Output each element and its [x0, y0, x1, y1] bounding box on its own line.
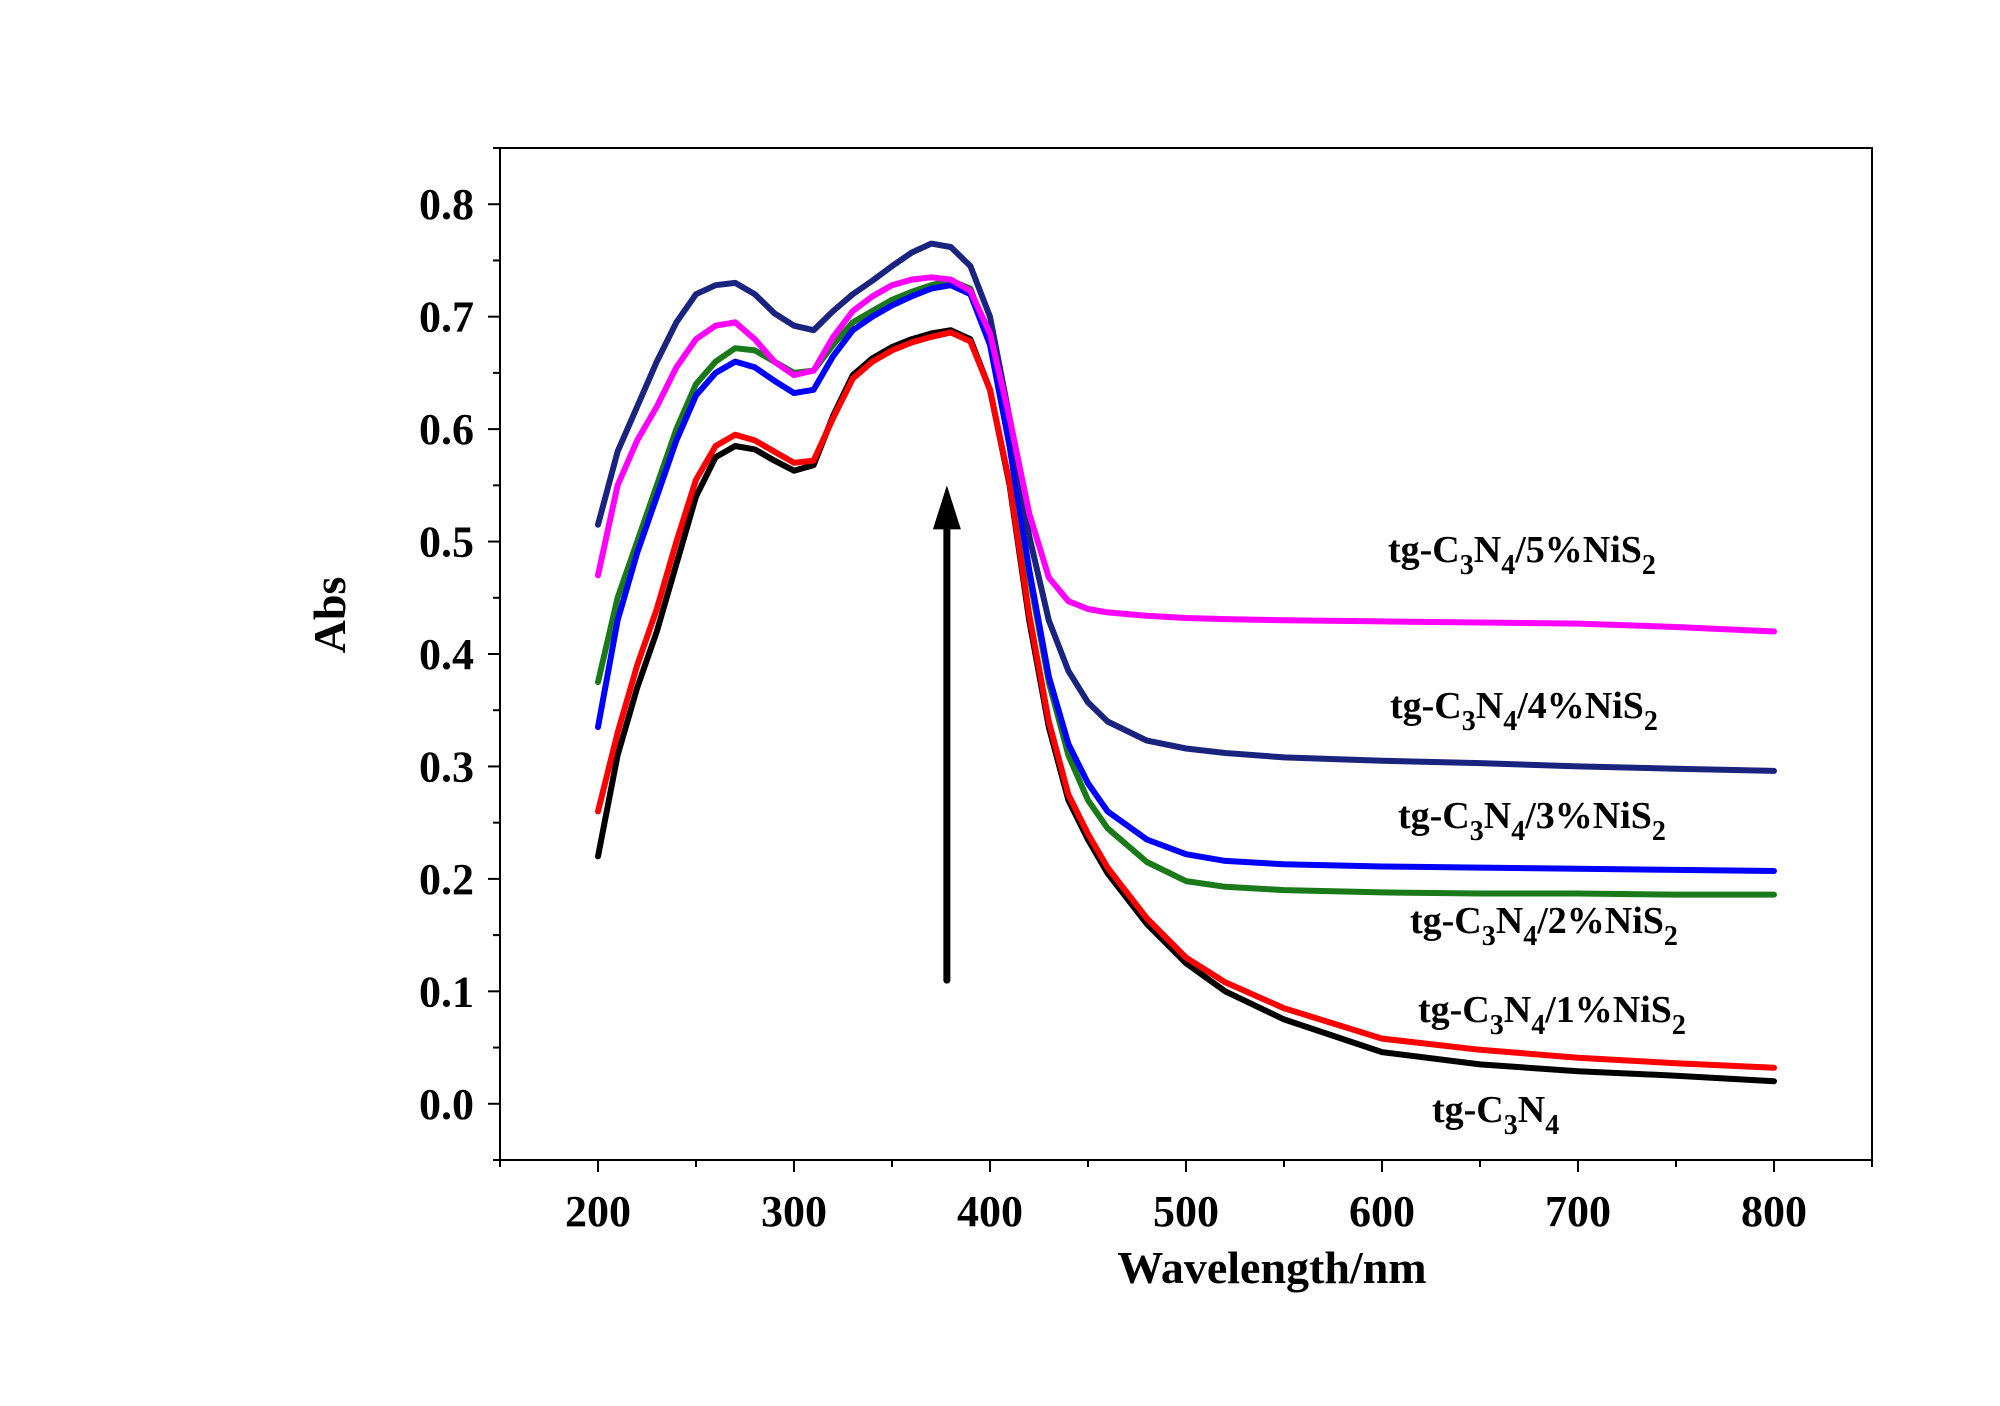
series-label-5: tg-C3N4/5%NiS2 — [1388, 529, 1656, 581]
x-axis-title: Wavelength/nm — [1117, 1242, 1426, 1293]
y-tick-label: 0.2 — [419, 855, 474, 904]
y-tick-label: 0.4 — [419, 630, 474, 679]
series-line-3 — [595, 282, 1777, 874]
x-tick-label: 400 — [957, 1187, 1023, 1236]
series-label-3: tg-C3N4/3%NiS2 — [1398, 795, 1666, 847]
y-tick-label: 0.1 — [419, 967, 474, 1016]
x-tick-label: 200 — [565, 1187, 631, 1236]
series-label-4: tg-C3N4/4%NiS2 — [1390, 685, 1658, 737]
annotation-arrow-head — [932, 485, 961, 530]
series-label-1: tg-C3N4/1%NiS2 — [1418, 989, 1686, 1041]
y-tick-label: 0.8 — [419, 180, 474, 229]
series-labels-layer: tg-C3N4 tg-C3N4/1%NiS2 tg-C3N4/2%NiS2 tg-C3… — [1388, 529, 1686, 1141]
y-tick-label: 0.3 — [419, 742, 474, 791]
series-line-1 — [595, 329, 1777, 1071]
series-layer — [595, 240, 1777, 1085]
annotation-layer — [932, 485, 961, 984]
series-line-4 — [595, 240, 1777, 774]
y-tick-label: 0.5 — [419, 518, 474, 567]
x-tick-label: 800 — [1741, 1187, 1807, 1236]
y-tick-label: 0.7 — [419, 293, 474, 342]
y-tick-label: 0.0 — [419, 1080, 474, 1129]
x-tick-label: 700 — [1545, 1187, 1611, 1236]
ticks-layer: 200 300 400 500 600 700 800 0.0 0.1 0.2 0.3 0.4 0.5 0… — [419, 147, 1873, 1236]
y-axis-title: Abs — [304, 577, 355, 654]
x-tick-label: 600 — [1349, 1187, 1415, 1236]
x-tick-label: 500 — [1153, 1187, 1219, 1236]
x-tick-label: 300 — [761, 1187, 827, 1236]
series-line-2 — [595, 277, 1777, 898]
series-line-5 — [595, 274, 1777, 635]
y-tick-label: 0.6 — [419, 405, 474, 454]
series-label-0: tg-C3N4 — [1432, 1089, 1559, 1141]
series-label-2: tg-C3N4/2%NiS2 — [1410, 900, 1678, 952]
